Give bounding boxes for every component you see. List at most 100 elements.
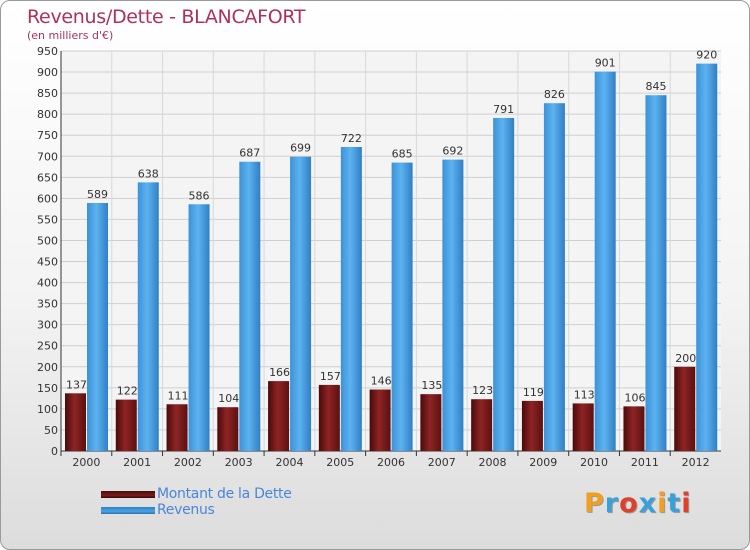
bar-revenus <box>645 95 667 452</box>
bar-dette <box>420 394 442 451</box>
legend-swatch-dette <box>101 490 155 498</box>
data-label-dette: 166 <box>269 366 290 379</box>
bar-dette <box>268 381 290 451</box>
legend-item-dette: Montant de la Dette <box>101 486 292 502</box>
y-tick-label: 400 <box>37 277 58 290</box>
y-tick-label: 450 <box>37 256 58 269</box>
y-tick-label: 0 <box>51 445 58 458</box>
y-tick-label: 100 <box>37 403 58 416</box>
logo-letter: x <box>638 488 658 519</box>
bars <box>65 63 718 452</box>
logo-letter: i <box>657 488 668 519</box>
logo-letter: i <box>681 488 692 519</box>
chart-title: Revenus/Dette - BLANCAFORT <box>27 6 306 28</box>
data-label-dette: 122 <box>117 385 138 398</box>
x-tick-label: 2008 <box>479 456 507 469</box>
data-label-revenus: 699 <box>290 142 311 155</box>
bar-revenus <box>696 63 718 451</box>
plot-area <box>61 51 721 451</box>
bar-dette <box>623 406 645 451</box>
bar-revenus <box>493 117 515 452</box>
x-tick-label: 2011 <box>631 456 659 469</box>
bar-dette <box>674 366 696 451</box>
bar-revenus <box>442 159 464 451</box>
data-label-dette: 119 <box>523 386 544 399</box>
data-label-revenus: 692 <box>442 145 463 158</box>
bar-dette <box>65 393 86 451</box>
bar-revenus <box>239 161 261 451</box>
bar-revenus <box>594 71 616 451</box>
legend-item-revenus: Revenus <box>101 502 292 518</box>
y-tick-label: 750 <box>37 129 58 142</box>
x-tick-label: 2002 <box>174 456 202 469</box>
data-label-revenus: 589 <box>87 188 108 201</box>
grid <box>60 50 721 452</box>
x-tick-label: 2007 <box>428 456 456 469</box>
y-tick-label: 900 <box>37 66 58 79</box>
y-tick-label: 50 <box>44 424 58 437</box>
data-label-dette: 123 <box>472 384 493 397</box>
y-tick-label: 550 <box>37 213 58 226</box>
data-label-revenus: 685 <box>392 148 413 161</box>
y-tick-label: 600 <box>37 192 58 205</box>
bar-revenus <box>340 147 362 451</box>
x-tick-label: 2006 <box>377 456 405 469</box>
y-tick-label: 350 <box>37 298 58 311</box>
x-tick-label: 2004 <box>275 456 303 469</box>
data-label-revenus: 791 <box>493 103 514 116</box>
x-tick-label: 2001 <box>123 456 151 469</box>
x-tick-label: 2012 <box>682 456 710 469</box>
bar-revenus <box>137 182 159 452</box>
bar-revenus <box>391 162 413 451</box>
data-label-dette: 137 <box>66 378 87 391</box>
y-tick-label: 850 <box>37 87 58 100</box>
data-label-dette: 146 <box>371 375 392 388</box>
bar-dette <box>318 384 340 451</box>
data-label-revenus: 826 <box>544 88 565 101</box>
axes: 0 50 100 150 200 250 300 350 400 450 500 550 600 650 7… <box>37 45 721 469</box>
legend: Montant de la Dette Revenus <box>101 486 292 518</box>
y-tick-label: 700 <box>37 150 58 163</box>
data-label-dette: 200 <box>675 352 696 365</box>
data-label-dette: 157 <box>320 370 341 383</box>
y-tick-label: 250 <box>37 340 58 353</box>
bar-revenus <box>87 203 108 451</box>
data-label-revenus: 845 <box>645 80 666 93</box>
proxiti-logo: Proxiti <box>584 488 692 519</box>
logo-letter: P <box>584 488 605 519</box>
bar-dette <box>572 403 594 451</box>
data-labels: 137 122 111 104 166 157 146 135 123 119 113 106 200 5… <box>66 49 717 406</box>
y-tick-label: 950 <box>37 45 58 58</box>
data-label-dette: 111 <box>168 389 189 402</box>
bar-dette <box>166 404 188 451</box>
legend-label-revenus: Revenus <box>157 502 215 518</box>
data-label-revenus: 722 <box>341 132 362 145</box>
y-tick-label: 200 <box>37 361 58 374</box>
y-tick-label: 800 <box>37 108 58 121</box>
x-tick-label: 2010 <box>580 456 608 469</box>
data-label-dette: 135 <box>421 379 442 392</box>
y-tick-label: 300 <box>37 319 58 332</box>
x-tick-label: 2009 <box>529 456 557 469</box>
data-label-revenus: 920 <box>696 49 717 62</box>
data-label-dette: 113 <box>574 388 595 401</box>
bar-dette <box>115 399 137 451</box>
bar-dette <box>471 399 493 451</box>
x-tick-label: 2003 <box>225 456 253 469</box>
data-label-revenus: 638 <box>138 167 159 180</box>
logo-letter: r <box>604 488 620 519</box>
y-tick-label: 500 <box>37 234 58 247</box>
data-label-revenus: 687 <box>239 147 260 160</box>
data-label-dette: 106 <box>624 391 645 404</box>
bar-dette <box>521 400 543 451</box>
x-tick-label: 2000 <box>72 456 100 469</box>
y-tick-label: 150 <box>37 382 58 395</box>
logo-letter: o <box>619 488 639 519</box>
y-tick-label: 650 <box>37 171 58 184</box>
logo-letter: t <box>667 488 682 519</box>
bar-dette <box>369 389 391 451</box>
bar-revenus <box>543 103 565 452</box>
legend-label-dette: Montant de la Dette <box>157 486 292 502</box>
data-label-revenus: 901 <box>595 57 616 70</box>
